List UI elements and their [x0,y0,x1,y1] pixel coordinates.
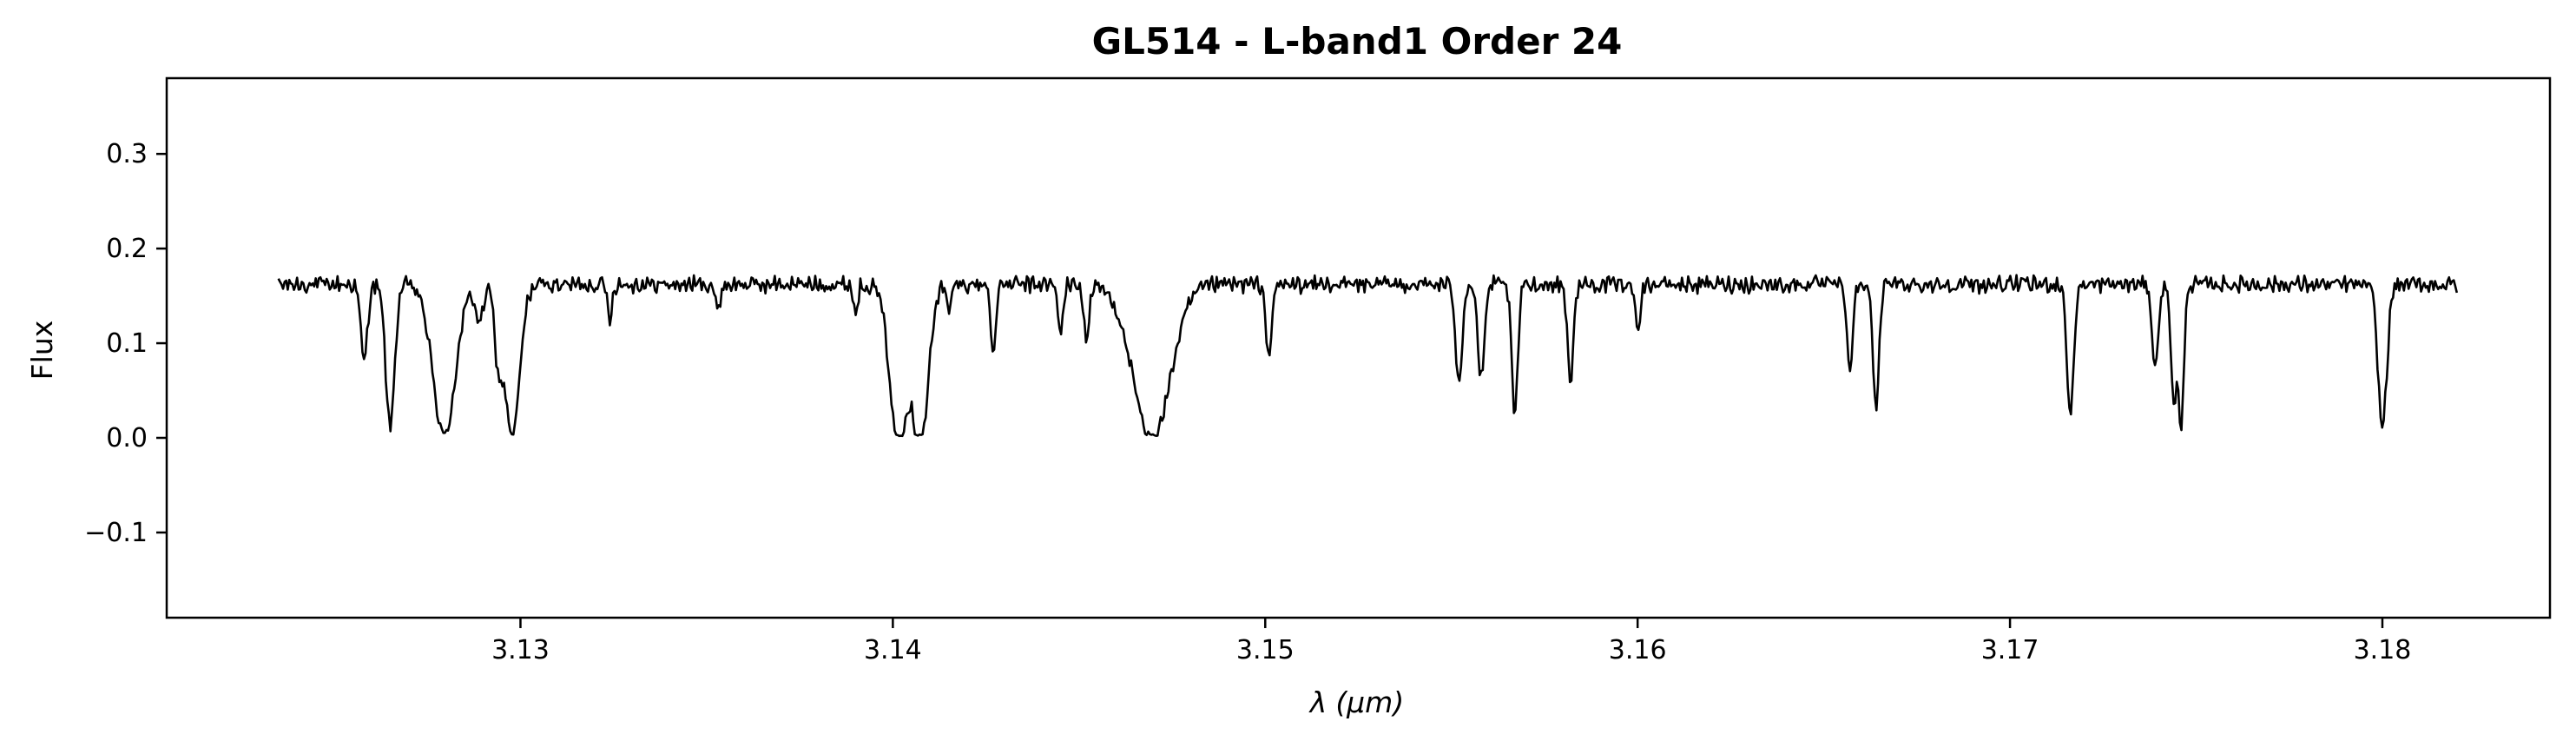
x-axis-label-unit: (μm) [1335,685,1404,719]
x-axis: 3.13 3.14 3.15 3.16 3.17 3.18 [491,618,2411,665]
y-axis-label: Flux [25,321,59,381]
y-tick-label: 0.0 [106,423,148,453]
x-tick-label: 3.17 [1981,635,2039,665]
y-axis: −0.1 0.0 0.1 0.2 0.3 [84,139,167,548]
plot-area [165,76,2552,619]
y-tick-label: 0.1 [106,328,148,359]
x-tick-label: 3.14 [864,635,922,665]
x-tick-label: 3.13 [491,635,550,665]
axes-frame [165,76,2552,619]
chart-title: GL514 - L-band1 Order 24 [1092,20,1623,63]
x-tick-label: 3.16 [1609,635,1667,665]
spectrum-line [277,274,2459,438]
x-axis-label-symbol: λ [1308,685,1328,719]
y-tick-label: 0.2 [106,234,148,264]
y-tick-label: −0.1 [84,518,148,548]
y-tick-label: 0.3 [106,139,148,169]
x-tick-label: 3.15 [1236,635,1295,665]
x-tick-label: 3.18 [2354,635,2412,665]
x-axis-label: λ (μm) [1308,685,1404,719]
